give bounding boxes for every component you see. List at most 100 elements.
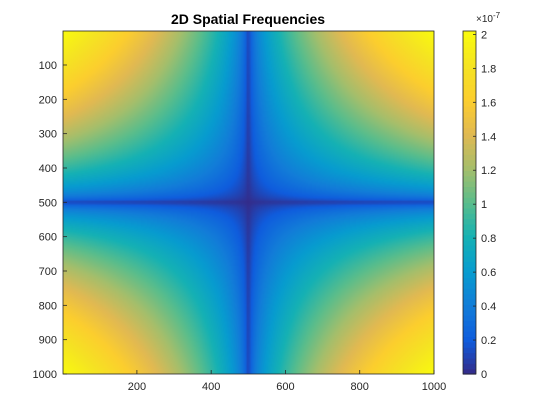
colorbar-tick-label: 0.4 bbox=[481, 301, 496, 313]
colorbar-segment bbox=[463, 229, 476, 236]
x-axis: 200 400 600 800 1000 bbox=[128, 370, 446, 393]
colorbar-segment bbox=[463, 138, 476, 145]
colorbar-segment bbox=[463, 282, 476, 289]
y-tick-label: 1000 bbox=[33, 369, 57, 381]
heatmap-image bbox=[63, 31, 434, 374]
colorbar-segment bbox=[463, 79, 476, 86]
colorbar-segment bbox=[463, 277, 476, 284]
colorbar-segment bbox=[463, 347, 476, 354]
colorbar-segment bbox=[463, 363, 476, 370]
colorbar-segment bbox=[463, 63, 476, 70]
colorbar-segment bbox=[463, 52, 476, 59]
colorbar-segment bbox=[463, 341, 476, 348]
colorbar-segment bbox=[463, 127, 476, 134]
colorbar-segment bbox=[463, 325, 476, 332]
colorbar-segment bbox=[463, 57, 476, 64]
colorbar-segment bbox=[463, 143, 476, 150]
y-tick-label: 300 bbox=[39, 129, 57, 141]
y-axis: 100 200 300 400 500 600 700 800 900 1000 bbox=[33, 60, 67, 381]
colorbar-tick-label: 0.2 bbox=[481, 335, 496, 347]
colorbar-segment bbox=[463, 266, 476, 273]
colorbar-segment bbox=[463, 357, 476, 364]
colorbar-tick-label: 1 bbox=[481, 199, 487, 211]
y-tick-label: 400 bbox=[39, 163, 57, 175]
y-tick-label: 600 bbox=[39, 232, 57, 244]
colorbar: 0 0.2 0.4 0.6 0.8 1 1.2 1.4 1.6 1.8 2 bbox=[462, 29, 496, 381]
colorbar-segment bbox=[463, 95, 476, 102]
colorbar-segment bbox=[463, 111, 476, 118]
colorbar-segment bbox=[463, 352, 476, 359]
colorbar-segment bbox=[463, 223, 476, 230]
colorbar-segment bbox=[463, 191, 476, 198]
colorbar-segment bbox=[463, 73, 476, 80]
colorbar-segment bbox=[463, 132, 476, 139]
chart-title: 2D Spatial Frequencies bbox=[171, 11, 325, 27]
x-tick-label: 200 bbox=[128, 381, 146, 393]
colorbar-exponent-base: ×10 bbox=[476, 14, 493, 25]
colorbar-segment bbox=[463, 320, 476, 327]
colorbar-tick-label: 0.6 bbox=[481, 267, 496, 279]
colorbar-segment bbox=[463, 175, 476, 182]
colorbar-segment bbox=[463, 36, 476, 43]
colorbar-segment bbox=[463, 218, 476, 225]
colorbar-segment bbox=[463, 202, 476, 209]
colorbar-tick-label: 1.6 bbox=[481, 97, 496, 109]
colorbar-exponent-power: -7 bbox=[493, 11, 501, 20]
colorbar-tick-label: 0 bbox=[481, 369, 487, 381]
colorbar-segment bbox=[463, 186, 476, 193]
colorbar-segment bbox=[463, 288, 476, 295]
colorbar-segment bbox=[463, 234, 476, 241]
x-tick-label: 400 bbox=[202, 381, 220, 393]
colorbar-segment bbox=[463, 197, 476, 204]
x-tick-label: 1000 bbox=[422, 381, 446, 393]
y-tick-label: 800 bbox=[39, 300, 57, 312]
colorbar-segment bbox=[463, 207, 476, 214]
colorbar-segment bbox=[463, 256, 476, 263]
colorbar-tick-label: 2 bbox=[481, 29, 487, 41]
colorbar-segment bbox=[463, 31, 476, 37]
colorbar-segment bbox=[463, 159, 476, 166]
colorbar-segment bbox=[463, 164, 476, 171]
colorbar-segment bbox=[463, 245, 476, 252]
colorbar-segment bbox=[463, 368, 476, 375]
colorbar-tick-label: 1.2 bbox=[481, 165, 496, 177]
colorbar-segment bbox=[463, 84, 476, 91]
colorbar-segment bbox=[463, 331, 476, 338]
colorbar-tick-label: 1.4 bbox=[481, 131, 496, 143]
y-tick-label: 200 bbox=[39, 94, 57, 106]
colorbar-segment bbox=[463, 315, 476, 322]
colorbar-segment bbox=[463, 250, 476, 257]
colorbar-segment bbox=[463, 298, 476, 305]
colorbar-segment bbox=[463, 213, 476, 220]
heatmap-field bbox=[63, 31, 434, 374]
colorbar-segment bbox=[463, 116, 476, 123]
colorbar-segment bbox=[463, 336, 476, 343]
colorbar-segment bbox=[463, 47, 476, 54]
x-tick-label: 800 bbox=[351, 381, 369, 393]
colorbar-segment bbox=[463, 122, 476, 129]
colorbar-exponent: ×10-7 bbox=[476, 11, 501, 25]
x-tick-label: 600 bbox=[276, 381, 294, 393]
colorbar-segment bbox=[463, 272, 476, 279]
colorbar-segment bbox=[463, 148, 476, 155]
colorbar-segment bbox=[463, 181, 476, 188]
y-tick-label: 700 bbox=[39, 266, 57, 278]
colorbar-segment bbox=[463, 41, 476, 48]
colorbar-segment bbox=[463, 100, 476, 107]
colorbar-segment bbox=[463, 261, 476, 268]
colorbar-segment bbox=[463, 106, 476, 112]
colorbar-segment bbox=[463, 170, 476, 177]
colorbar-tick-label: 0.8 bbox=[481, 233, 496, 245]
colorbar-segment bbox=[463, 304, 476, 311]
colorbar-segment bbox=[463, 309, 476, 316]
colorbar-tick-label: 1.8 bbox=[481, 63, 496, 75]
colorbar-segment bbox=[463, 293, 476, 300]
colorbar-segment bbox=[463, 89, 476, 96]
y-tick-label: 500 bbox=[39, 197, 57, 209]
colorbar-segment bbox=[463, 154, 476, 161]
colorbar-segment bbox=[463, 240, 476, 246]
colorbar-segment bbox=[463, 68, 476, 75]
colorbar-frame bbox=[462, 30, 477, 375]
y-tick-label: 100 bbox=[39, 60, 57, 72]
